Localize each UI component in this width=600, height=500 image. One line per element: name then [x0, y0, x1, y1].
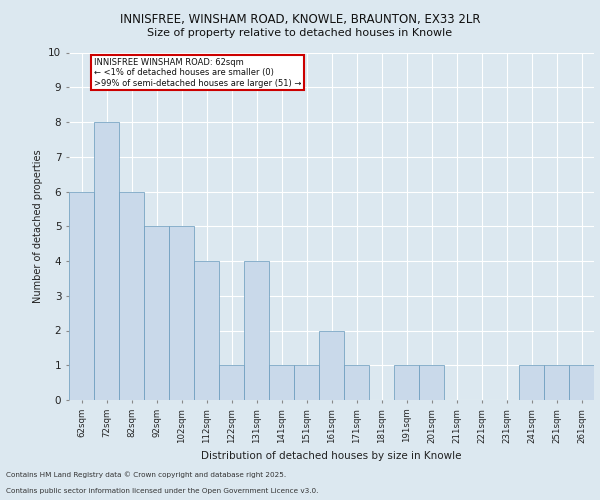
Bar: [569, 365, 594, 400]
Text: INNISFREE, WINSHAM ROAD, KNOWLE, BRAUNTON, EX33 2LR: INNISFREE, WINSHAM ROAD, KNOWLE, BRAUNTO…: [120, 12, 480, 26]
Bar: [519, 365, 544, 400]
Bar: [244, 261, 269, 400]
Bar: [169, 226, 194, 400]
Bar: [344, 365, 369, 400]
X-axis label: Distribution of detached houses by size in Knowle: Distribution of detached houses by size …: [201, 451, 462, 461]
Bar: [119, 192, 144, 400]
Y-axis label: Number of detached properties: Number of detached properties: [32, 150, 43, 303]
Text: Contains public sector information licensed under the Open Government Licence v3: Contains public sector information licen…: [6, 488, 319, 494]
Text: Size of property relative to detached houses in Knowle: Size of property relative to detached ho…: [148, 28, 452, 38]
Bar: [144, 226, 169, 400]
Text: Contains HM Land Registry data © Crown copyright and database right 2025.: Contains HM Land Registry data © Crown c…: [6, 472, 286, 478]
Bar: [94, 122, 119, 400]
Bar: [394, 365, 419, 400]
Bar: [269, 365, 294, 400]
Bar: [544, 365, 569, 400]
Bar: [319, 330, 344, 400]
Bar: [194, 261, 219, 400]
Bar: [69, 192, 94, 400]
Text: INNISFREE WINSHAM ROAD: 62sqm
← <1% of detached houses are smaller (0)
>99% of s: INNISFREE WINSHAM ROAD: 62sqm ← <1% of d…: [94, 58, 301, 88]
Bar: [419, 365, 444, 400]
Bar: [219, 365, 244, 400]
Bar: [294, 365, 319, 400]
